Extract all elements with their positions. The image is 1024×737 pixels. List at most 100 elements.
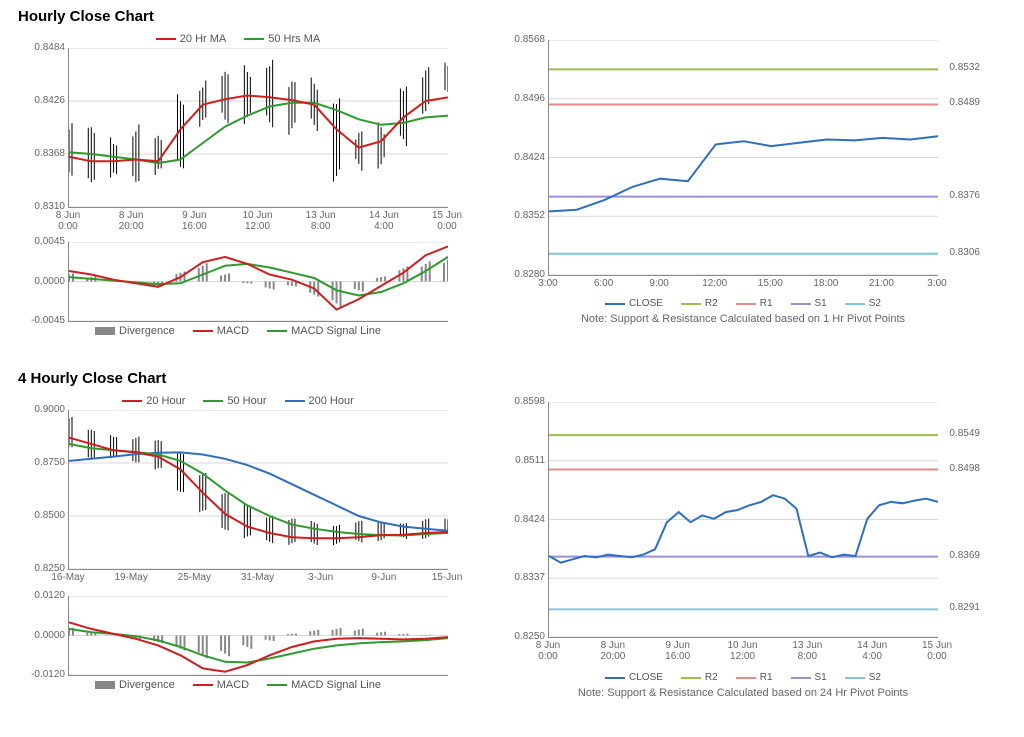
legend-item: S2 [845, 298, 881, 309]
x-tick-label: 9 Jun 16:00 [170, 210, 218, 232]
page: Hourly Close Chart 20 Hr MA 50 Hrs MA 0.8… [0, 0, 1024, 737]
4hourly-ma-legend: 20 Hour 50 Hour 200 Hour [18, 395, 458, 407]
legend-label: R2 [705, 672, 718, 683]
legend-item: 200 Hour [285, 395, 354, 407]
x-tick-label: 8 Jun 20:00 [589, 640, 637, 662]
legend-label: MACD [217, 325, 249, 337]
4hourly-macd-legend: Divergence MACD MACD Signal Line [18, 679, 458, 691]
x-tick-label: 15-Jun [423, 572, 471, 583]
hourly-sr-legend: CLOSE R2 R1 S1 S2 [498, 298, 988, 309]
legend-item: R1 [736, 298, 773, 309]
legend-item: R2 [681, 672, 718, 683]
hourly-sr-chart: 0.85320.84890.83760.83060.82800.83520.84… [548, 40, 938, 276]
y-tick-label: 0.8500 [21, 510, 65, 521]
legend-item: 50 Hrs MA [244, 33, 320, 45]
legend-swatch [95, 327, 115, 335]
legend-swatch [267, 330, 287, 332]
legend-label: S2 [869, 672, 881, 683]
legend-swatch [791, 303, 811, 305]
level-value-label: 0.8306 [949, 247, 980, 258]
hourly-sr-note: Note: Support & Resistance Calculated ba… [498, 313, 988, 325]
legend-label: CLOSE [629, 298, 663, 309]
legend-swatch [203, 400, 223, 402]
legend-label: 50 Hrs MA [268, 33, 320, 45]
legend-label: MACD Signal Line [291, 325, 381, 337]
level-value-label: 0.8532 [949, 62, 980, 73]
y-tick-label: 0.8426 [21, 95, 65, 106]
legend-swatch [285, 400, 305, 402]
legend-item: MACD [193, 679, 249, 691]
section-hourly-title: Hourly Close Chart [18, 8, 1006, 25]
legend-item: S2 [845, 672, 881, 683]
legend-item: MACD Signal Line [267, 325, 381, 337]
x-tick-label: 12:00 [691, 278, 739, 289]
4hourly-macd-chart: -0.01200.00000.0120 [68, 596, 448, 676]
x-tick-label: 15 Jun 0:00 [423, 210, 471, 232]
legend-label: S1 [815, 298, 827, 309]
level-value-label: 0.8369 [949, 550, 980, 561]
legend-label: R1 [760, 672, 773, 683]
x-tick-label: 10 Jun 12:00 [719, 640, 767, 662]
x-tick-label: 9-Jun [360, 572, 408, 583]
4hourly-sr-note: Note: Support & Resistance Calculated ba… [498, 687, 988, 699]
4hourly-price-xaxis: 16-May19-May25-May31-May3-Jun9-Jun15-Jun [68, 570, 448, 590]
x-tick-label: 8 Jun 0:00 [44, 210, 92, 232]
legend-label: 50 Hour [227, 395, 266, 407]
legend-label: S1 [815, 672, 827, 683]
hourly-macd-legend: Divergence MACD MACD Signal Line [18, 325, 458, 337]
legend-label: MACD Signal Line [291, 679, 381, 691]
x-tick-label: 19-May [107, 572, 155, 583]
legend-item: 20 Hr MA [156, 33, 226, 45]
y-tick-label: 0.8424 [501, 152, 545, 163]
level-value-label: 0.8489 [949, 97, 980, 108]
legend-swatch [193, 330, 213, 332]
legend-label: Divergence [119, 679, 175, 691]
level-value-label: 0.8291 [949, 602, 980, 613]
y-tick-label: 0.0120 [21, 590, 65, 601]
legend-item: S1 [791, 298, 827, 309]
level-value-label: 0.8376 [949, 190, 980, 201]
x-tick-label: 13 Jun 8:00 [297, 210, 345, 232]
y-tick-label: 0.8568 [501, 34, 545, 45]
y-tick-label: 0.0000 [21, 276, 65, 287]
x-tick-label: 9 Jun 16:00 [654, 640, 702, 662]
section-4hourly-title: 4 Hourly Close Chart [18, 370, 1006, 387]
legend-label: S2 [869, 298, 881, 309]
4hourly-sr-legend: CLOSE R2 R1 S1 S2 [498, 672, 988, 683]
x-tick-label: 31-May [234, 572, 282, 583]
legend-item: Divergence [95, 325, 175, 337]
level-value-label: 0.8549 [949, 428, 980, 439]
legend-item: R2 [681, 298, 718, 309]
legend-item: R1 [736, 672, 773, 683]
y-tick-label: 0.8598 [501, 396, 545, 407]
legend-swatch [736, 677, 756, 679]
legend-item: 50 Hour [203, 395, 266, 407]
y-tick-label: 0.8496 [501, 93, 545, 104]
legend-item: CLOSE [605, 298, 663, 309]
legend-label: R2 [705, 298, 718, 309]
legend-item: MACD [193, 325, 249, 337]
legend-item: 20 Hour [122, 395, 185, 407]
legend-swatch [95, 681, 115, 689]
4hourly-sr-chart: 0.85490.84980.83690.82910.82500.83370.84… [548, 402, 938, 638]
legend-swatch [845, 303, 865, 305]
legend-swatch [244, 38, 264, 40]
legend-label: CLOSE [629, 672, 663, 683]
x-tick-label: 3:00 [524, 278, 572, 289]
legend-item: S1 [791, 672, 827, 683]
legend-swatch [791, 677, 811, 679]
4hourly-sr-xaxis: 8 Jun 0:008 Jun 20:009 Jun 16:0010 Jun 1… [548, 638, 938, 666]
hourly-price-xaxis: 8 Jun 0:008 Jun 20:009 Jun 16:0010 Jun 1… [68, 208, 448, 236]
x-tick-label: 9:00 [635, 278, 683, 289]
x-tick-label: 21:00 [857, 278, 905, 289]
y-tick-label: 0.8368 [21, 148, 65, 159]
y-tick-label: 0.8484 [21, 42, 65, 53]
y-tick-label: -0.0045 [21, 315, 65, 326]
legend-label: Divergence [119, 325, 175, 337]
legend-swatch [267, 684, 287, 686]
level-value-label: 0.8498 [949, 463, 980, 474]
x-tick-label: 10 Jun 12:00 [234, 210, 282, 232]
x-tick-label: 3-Jun [297, 572, 345, 583]
x-tick-label: 25-May [170, 572, 218, 583]
y-tick-label: 0.0045 [21, 236, 65, 247]
